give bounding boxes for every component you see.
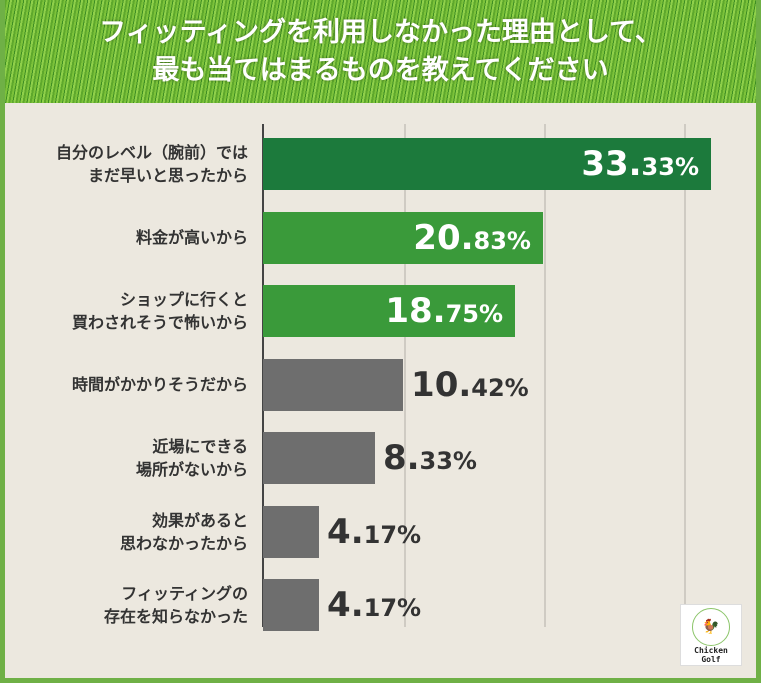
- gridline: [544, 124, 546, 627]
- value-integer: 8.: [382, 438, 420, 478]
- category-label-line: 存在を知らなかった: [103, 607, 248, 626]
- value-integer: 10.: [411, 364, 472, 405]
- value-decimal: 33%: [419, 447, 477, 475]
- value-label: 8.33%: [383, 432, 477, 490]
- value-integer: 18.: [385, 291, 446, 331]
- value-decimal: 42%: [471, 373, 529, 402]
- category-label-line: 自分のレベル（腕前）では: [55, 143, 248, 162]
- logo-text-1: Chicken: [694, 646, 728, 655]
- value-label: 4.17%: [327, 506, 421, 564]
- category-label-line: 効果があると: [151, 510, 248, 530]
- value-decimal: 17%: [363, 594, 422, 622]
- bar: [263, 579, 320, 631]
- category-label-line: 思わなかったから: [119, 533, 248, 553]
- category-label-line: 近場にできる: [152, 437, 248, 456]
- category-label-line: フィッティングの: [121, 584, 248, 603]
- chart-header: フィッティングを利用しなかった理由として、 最も当てはまるものを教えてください: [5, 0, 756, 103]
- category-label: 自分のレベル（腕前）ではまだ早いと思ったから: [10, 141, 248, 187]
- value-integer: 4.: [327, 585, 364, 625]
- value-integer: 4.: [327, 511, 364, 552]
- category-label-line: ショップに行くと: [119, 290, 248, 309]
- category-label-line: まだ早いと思ったから: [87, 166, 248, 185]
- category-label: フィッティングの存在を知らなかった: [10, 582, 248, 628]
- logo-text-2: Golf: [701, 655, 721, 664]
- value-label: 33.33%: [581, 138, 699, 196]
- category-label-line: 買わされそうで怖いから: [71, 313, 248, 332]
- category-label: ショップに行くと買わされそうで怖いから: [10, 288, 248, 334]
- title-line-2: 最も当てはまるものを教えてください: [152, 54, 609, 86]
- bar: [263, 285, 516, 337]
- value-integer: 33.: [581, 144, 642, 184]
- value-decimal: 75%: [445, 300, 504, 328]
- chicken-icon: 🐓: [692, 608, 730, 646]
- bar: [263, 138, 711, 190]
- value-label: 10.42%: [411, 359, 529, 417]
- category-label-line: 時間がかかりそうだから: [71, 375, 248, 394]
- gridline: [404, 124, 406, 627]
- value-label: 18.75%: [385, 285, 503, 343]
- bar: [263, 211, 543, 264]
- category-label: 料金が高いから: [10, 226, 248, 249]
- bar: [263, 432, 375, 484]
- value-label: 20.83%: [413, 212, 531, 270]
- category-label: 近場にできる場所がないから: [10, 435, 248, 481]
- value-integer: 20.: [413, 217, 474, 258]
- bar: [263, 505, 320, 558]
- chart-frame: フィッティングを利用しなかった理由として、 最も当てはまるものを教えてください: [5, 0, 756, 678]
- gridline: [684, 124, 686, 627]
- title-line-1: フィッティングを利用しなかった理由として、: [99, 16, 662, 48]
- value-label: 4.17%: [327, 579, 421, 637]
- category-label-line: 料金が高いから: [135, 228, 248, 247]
- category-label: 時間がかかりそうだから: [10, 373, 248, 396]
- value-decimal: 33%: [641, 153, 699, 181]
- category-label-line: 場所がないから: [135, 460, 248, 479]
- value-decimal: 83%: [473, 226, 531, 255]
- chicken-golf-logo: 🐓 Chicken Golf: [680, 604, 742, 666]
- category-label: 効果があると思わなかったから: [10, 509, 248, 555]
- value-decimal: 17%: [363, 520, 422, 549]
- bar: [263, 358, 404, 411]
